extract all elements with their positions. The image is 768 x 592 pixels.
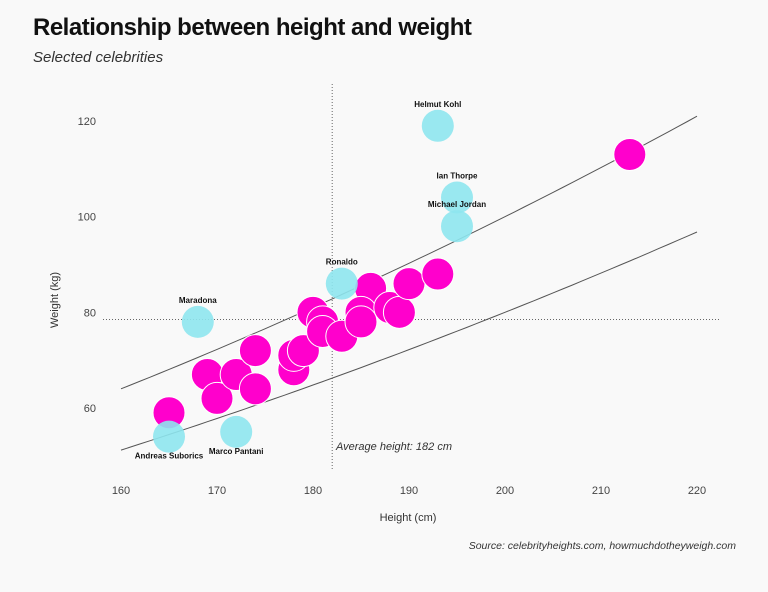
average-height-label: Average height: 182 cm [335,441,452,453]
x-tick-label: 210 [592,485,610,497]
x-tick-label: 220 [688,485,706,497]
x-tick-label: 160 [112,485,130,497]
data-point [238,372,272,406]
data-point [382,295,416,329]
reference-curve-bmi-20 [120,231,698,451]
data-point [200,381,234,415]
data-point-label: Marco Pantani [209,447,264,456]
x-tick-label: 200 [496,485,514,497]
highlighted-data-point [325,267,358,300]
highlighted-data-point [421,109,454,142]
x-axis-label: Height (cm) [380,512,437,524]
x-tick-label: 180 [304,485,322,497]
data-point-label: Andreas Suborics [135,452,204,461]
data-point [392,267,426,301]
data-point-label: Ronaldo [326,258,358,267]
y-axis-label: Weight (kg) [49,272,61,328]
highlighted-data-point [441,210,473,243]
highlighted-data-point [441,181,473,214]
data-point-label: Maradona [179,296,217,305]
reference-curve-bmi-25 [120,115,698,390]
chart-title: Relationship between height and weight [33,14,472,41]
y-tick-label: 80 [84,307,96,319]
data-point-label: Helmut Kohl [414,100,461,109]
data-point [344,305,378,339]
data-point [238,334,272,368]
data-point-label: Michael Jordan [428,200,486,209]
data-point [421,257,455,291]
x-tick-label: 190 [400,485,418,497]
data-point [613,137,647,171]
chart-source: Source: celebrityheights.com, howmuchdot… [468,540,736,552]
x-tick-label: 170 [208,485,226,497]
data-point-label: Ian Thorpe [437,172,478,181]
highlighted-data-point [220,415,253,448]
y-tick-label: 60 [84,403,96,415]
y-tick-label: 120 [78,116,96,128]
highlighted-data-point [153,420,185,453]
chart-subtitle: Selected celebrities [33,49,164,66]
y-tick-label: 100 [78,212,96,224]
highlighted-data-point [181,305,214,338]
